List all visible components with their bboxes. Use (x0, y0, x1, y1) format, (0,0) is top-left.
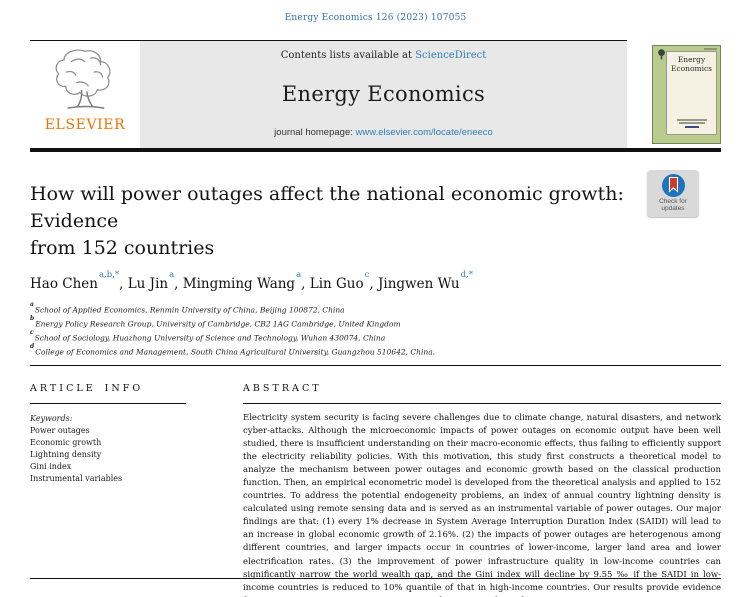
abstract-text: Electricity system security is facing se… (243, 412, 721, 597)
journal-title: Energy Economics (281, 82, 486, 106)
author-name: Hao Chen (30, 275, 98, 292)
author-affiliation-sup[interactable]: a (296, 270, 302, 280)
journal-banner: Contents lists available at ScienceDirec… (140, 41, 627, 148)
article-title-line2: from 152 countries (30, 237, 215, 259)
affiliation-text: School of Sociology, Huazhong University… (34, 333, 386, 342)
affiliation-list: aSchool of Applied Economics, Renmin Uni… (30, 300, 721, 358)
affiliation: bEnergy Policy Research Group, Universit… (30, 314, 721, 330)
affiliation-text: Energy Policy Research Group, University… (35, 319, 401, 328)
abstract-column: ABSTRACT Electricity system security is … (243, 366, 721, 597)
affiliation-sup: a (30, 300, 34, 308)
affiliation: aSchool of Applied Economics, Renmin Uni… (30, 300, 721, 316)
author-affiliation-sup[interactable]: c (364, 270, 370, 280)
affiliation: dCollege of Economics and Management, So… (30, 342, 721, 358)
cover-title-line1: Energy (677, 55, 706, 64)
check-updates-label: Check for updates (659, 198, 687, 212)
check-updates-label-line2: updates (661, 205, 685, 212)
author: Mingming Wanga, (182, 270, 310, 292)
author-separator: , (119, 275, 128, 292)
cover-fine-print (675, 118, 709, 128)
cover-tree-icon (658, 49, 665, 60)
abstract-rule (243, 402, 721, 404)
author-affiliation-sup[interactable]: d,* (460, 270, 474, 280)
keywords-label: Keywords: (30, 413, 73, 423)
cover-journal-title: Energy Economics (667, 55, 716, 73)
journal-homepage-line: journal homepage: www.elsevier.com/locat… (274, 127, 493, 138)
author-separator: , (174, 275, 183, 292)
affiliation-sup: c (30, 328, 34, 336)
homepage-label: journal homepage: (274, 127, 356, 138)
article-info-column: ARTICLE INFO Keywords: Power outages Eco… (30, 366, 226, 597)
author: Hao Chena,b,*, (30, 270, 128, 292)
sciencedirect-link[interactable]: ScienceDirect (415, 50, 487, 61)
check-updates-label-line1: Check for (659, 198, 687, 205)
affiliation-text: College of Economics and Management, Sou… (35, 347, 436, 356)
article-title: How will power outages affect the nation… (30, 181, 670, 262)
info-abstract-columns: ARTICLE INFO Keywords: Power outages Eco… (30, 366, 721, 597)
author-name: Lin Guo (309, 275, 364, 292)
author: Jingwen Wud,* (377, 270, 473, 292)
keyword: Gini index (30, 461, 72, 471)
author-list: Hao Chena,b,*, Lu Jina, Mingming Wanga, … (30, 270, 721, 292)
keyword: Economic growth (30, 437, 102, 447)
article-title-line1: How will power outages affect the nation… (30, 183, 624, 232)
affiliation-text: School of Applied Economics, Renmin Univ… (34, 305, 345, 314)
title-block: How will power outages affect the nation… (30, 170, 721, 262)
elsevier-wordmark: ELSEVIER (44, 117, 126, 133)
cover-inner-panel: Energy Economics (666, 51, 717, 135)
masthead-main: ELSEVIER Contents lists available at Sci… (30, 40, 627, 148)
masthead-divider (30, 148, 721, 152)
author-name: Jingwen Wu (377, 275, 460, 292)
author-name: Lu Jin (127, 275, 169, 292)
journal-citation: Energy Economics 126 (2023) 107055 (284, 13, 467, 23)
keyword: Power outages (30, 425, 90, 435)
check-updates-icon (661, 174, 685, 197)
article-info-heading: ARTICLE INFO (30, 382, 144, 394)
author-separator: , (301, 275, 310, 292)
author-affiliation-sup[interactable]: a,b,* (98, 270, 120, 280)
article-info-rule (30, 402, 186, 404)
journal-homepage-link[interactable]: www.elsevier.com/locate/eneeco (355, 127, 493, 138)
author: Lu Jina, (127, 270, 183, 292)
contents-lists-line: Contents lists available at ScienceDirec… (281, 50, 487, 61)
journal-cover-thumbnail: Energy Economics (652, 45, 721, 144)
abstract-heading: ABSTRACT (243, 382, 322, 394)
check-for-updates-badge[interactable]: Check for updates (647, 170, 699, 217)
author-name: Mingming Wang (182, 275, 296, 292)
info-section-divider (30, 364, 721, 366)
keyword: Instrumental variables (30, 473, 123, 483)
author: Lin Guoc, (309, 270, 378, 292)
cover-issue-text (704, 48, 717, 50)
author-separator: , (369, 275, 378, 292)
masthead: ELSEVIER Contents lists available at Sci… (30, 40, 721, 148)
affiliation-sup: b (30, 314, 35, 322)
cover-title-line2: Economics (670, 63, 713, 73)
elsevier-tree-icon (55, 49, 111, 109)
page-bottom-rule (30, 578, 721, 579)
keyword: Lightning density (30, 449, 102, 459)
contents-lists-text: Contents lists available at (280, 50, 416, 61)
affiliation-sup: d (30, 342, 35, 350)
affiliation: cSchool of Sociology, Huazhong Universit… (30, 328, 721, 344)
elsevier-logo: ELSEVIER (30, 41, 140, 148)
author-affiliation-sup[interactable]: a (169, 270, 175, 280)
